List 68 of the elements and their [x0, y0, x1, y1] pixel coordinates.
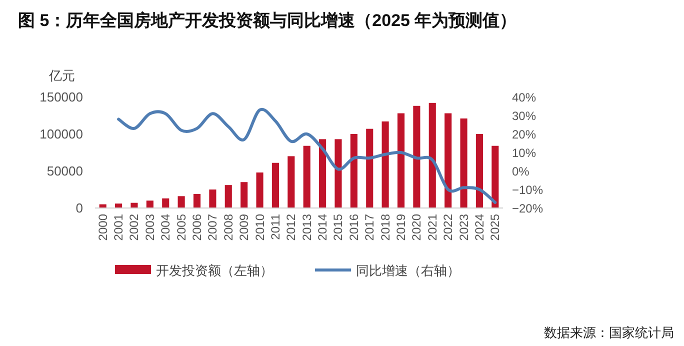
y-axis-title: 亿元 — [48, 68, 75, 83]
line-series — [117, 108, 497, 204]
x-tick-label: 2023 — [456, 214, 471, 241]
legend-label: 开发投资额（左轴） — [156, 263, 273, 278]
bar — [193, 194, 201, 208]
bar — [350, 134, 358, 208]
x-tick-label: 2022 — [441, 214, 456, 241]
bar — [428, 102, 436, 208]
x-tick-label: 2021 — [425, 214, 440, 241]
bar — [303, 146, 310, 208]
x-tick-label: 2011 — [268, 214, 282, 240]
x-tick-label: 2003 — [142, 214, 157, 241]
y2-tick-label: 10% — [512, 146, 536, 160]
x-tick-label: 2004 — [158, 214, 173, 241]
bar — [162, 198, 170, 208]
bar — [115, 204, 122, 208]
y2-tick-label: 20% — [512, 128, 536, 142]
x-tick-label: 2013 — [300, 214, 314, 241]
x-tick-label: 2007 — [206, 214, 220, 241]
bar — [178, 196, 185, 208]
x-tick-label: 2001 — [112, 214, 126, 241]
x-tick-label: 2012 — [284, 214, 298, 241]
bar — [334, 139, 342, 208]
x-tick-label: 2020 — [410, 214, 424, 241]
bar — [130, 202, 138, 208]
x-tick-label: 2014 — [316, 214, 330, 241]
bar — [492, 146, 499, 208]
bar — [476, 134, 483, 208]
bar — [146, 200, 154, 208]
bar — [382, 121, 389, 208]
y2-tick-label: 0% — [512, 164, 530, 178]
bar — [256, 172, 264, 208]
bar — [413, 106, 420, 208]
legend-label: 同比增速（右轴） — [356, 263, 460, 278]
x-tick-label: 2018 — [378, 214, 392, 241]
x-tick-label: 2024 — [472, 214, 486, 241]
y-tick-label: 0 — [76, 200, 83, 216]
x-tick-label: 2025 — [488, 214, 502, 241]
x-tick-label: 2002 — [127, 214, 142, 241]
y2-tick-label: −20% — [512, 202, 544, 216]
bar — [319, 139, 326, 208]
y2-tick-label: 40% — [512, 90, 536, 104]
bar — [460, 118, 468, 208]
source-note: 数据来源：国家统计局 — [544, 325, 674, 340]
x-tick-label: 2019 — [394, 214, 408, 241]
x-tick-label: 2017 — [362, 214, 377, 241]
y-tick-label: 150000 — [40, 90, 83, 104]
x-tick-label: 2000 — [96, 214, 110, 241]
bar — [444, 113, 452, 208]
x-tick-label: 2015 — [331, 214, 346, 241]
bar — [366, 128, 374, 208]
bar — [240, 182, 248, 208]
y2-tick-label: −10% — [512, 183, 544, 197]
chart-title: 图 5：历年全国房地产开发投资额与同比增速（2025 年为预测值） — [18, 11, 517, 30]
x-tick-label: 2008 — [221, 214, 236, 241]
x-tick-label: 2010 — [252, 214, 267, 241]
y2-tick-label: 30% — [512, 109, 536, 123]
bar — [288, 156, 295, 208]
bar — [209, 190, 216, 208]
y-tick-label: 100000 — [40, 126, 83, 142]
x-tick-label: 2016 — [346, 214, 361, 241]
bar — [397, 113, 405, 208]
x-tick-label: 2009 — [237, 214, 252, 241]
x-tick-label: 2005 — [174, 214, 188, 241]
bar — [224, 185, 232, 208]
y-tick-label: 50000 — [46, 164, 83, 178]
bar — [272, 162, 279, 208]
x-tick-label: 2006 — [190, 214, 204, 241]
